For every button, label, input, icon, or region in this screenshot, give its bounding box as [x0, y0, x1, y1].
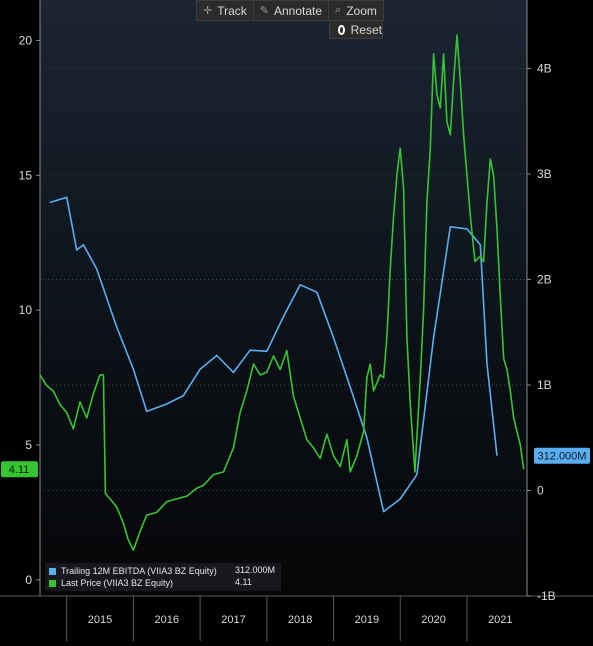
left-tick-label: 5	[25, 438, 32, 452]
x-tick-label: 2021	[488, 614, 512, 626]
right-tick-label: 3B	[537, 167, 552, 181]
zoom-button[interactable]: ⌕ Zoom	[329, 1, 383, 20]
legend-item-price: Last Price (VIIA3 BZ Equity)	[49, 577, 173, 589]
price-last-value-box	[1, 461, 38, 478]
right-tick-label: 4B	[537, 62, 552, 76]
track-button[interactable]: ✛ Track	[197, 1, 254, 20]
annotate-button[interactable]: ✎ Annotate	[254, 1, 330, 20]
ebitda-swatch	[49, 567, 56, 575]
reset-button[interactable]: Reset	[329, 20, 383, 39]
crosshair-icon: ✛	[203, 5, 213, 17]
plot-background	[40, 0, 527, 596]
left-tick-label: 20	[19, 33, 33, 47]
right-tick-label: 2B	[537, 273, 552, 287]
right-tick-label: 1B	[537, 378, 552, 392]
left-tick-label: 10	[19, 303, 33, 317]
annotate-label: Annotate	[274, 3, 323, 18]
left-tick-label: 15	[19, 168, 33, 182]
legend-price-value: 4.11	[235, 577, 252, 587]
legend-ebitda-value: 312.000M	[235, 565, 276, 575]
x-tick-label: 2020	[421, 614, 445, 626]
zoom-label: Zoom	[346, 3, 377, 18]
reset-icon	[338, 24, 345, 35]
x-tick-label: 2017	[221, 614, 245, 626]
price-last-value-label: 4.11	[9, 464, 30, 476]
magnifier-icon: ⌕	[335, 4, 342, 16]
legend-item-ebitda: Trailing 12M EBITDA (VIIA3 BZ Equity)	[49, 565, 217, 577]
ebitda-last-value-box	[534, 447, 590, 464]
x-tick-label: 2016	[155, 614, 179, 626]
legend-price-name: Last Price (VIIA3 BZ Equity)	[61, 578, 174, 588]
right-tick-label: -1B	[537, 589, 556, 603]
left-tick-label: 0	[25, 573, 32, 587]
right-tick-label: 0	[537, 484, 544, 498]
ebitda-last-value-label: 312.000M	[538, 451, 587, 463]
series-line-price	[39, 34, 525, 551]
x-tick-label: 2015	[88, 614, 112, 626]
reset-label: Reset	[350, 22, 382, 37]
legend-ebitda-name: Trailing 12M EBITDA (VIIA3 BZ Equity)	[61, 566, 217, 576]
legend: Trailing 12M EBITDA (VIIA3 BZ Equity) 31…	[45, 563, 281, 591]
x-tick-label: 2018	[288, 614, 312, 626]
x-tick-label: 2019	[355, 614, 379, 626]
series-lines	[39, 34, 525, 551]
last-value-labels: 312.000M 4.11	[1, 447, 590, 478]
chart-toolbar: ✛ Track ✎ Annotate ⌕ Zoom	[196, 0, 384, 21]
series-line-ebitda	[49, 196, 498, 513]
pencil-icon: ✎	[259, 5, 269, 17]
price-swatch	[49, 579, 56, 587]
track-label: Track	[217, 3, 247, 18]
